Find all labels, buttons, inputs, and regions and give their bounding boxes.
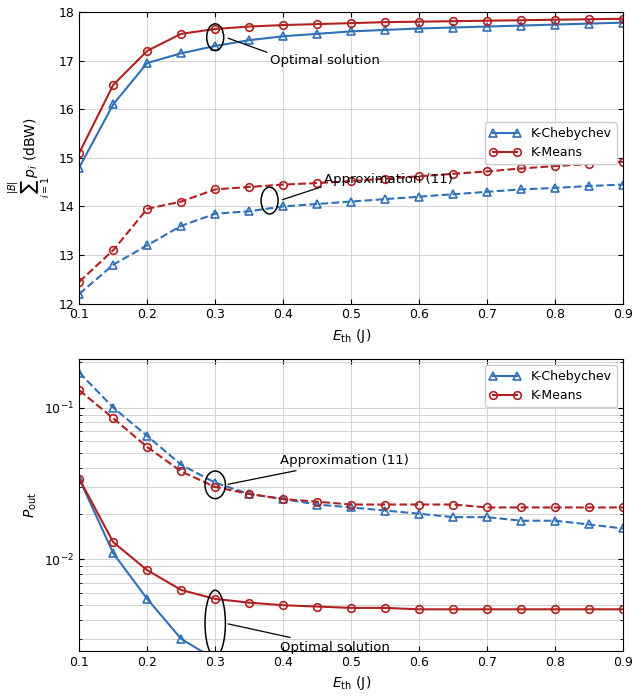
Text: Optimal solution: Optimal solution: [269, 55, 380, 67]
K-Chebychev: [76, 475, 83, 483]
K-Means: [381, 18, 389, 27]
K-Means: [586, 15, 593, 24]
K-Means: [143, 566, 151, 575]
K-Means: [551, 15, 559, 24]
K-Means: [449, 605, 457, 614]
K-Chebychev: [76, 164, 83, 172]
K-Means: [245, 22, 253, 31]
Line: K-Chebychev: K-Chebychev: [76, 19, 627, 171]
K-Chebychev: [314, 690, 321, 698]
K-Means: [177, 586, 185, 594]
X-axis label: $E_{\mathrm{th}}$ (J): $E_{\mathrm{th}}$ (J): [332, 327, 371, 345]
K-Means: [109, 538, 117, 547]
K-Chebychev: [177, 49, 185, 57]
K-Chebychev: [483, 22, 491, 31]
K-Means: [279, 601, 287, 610]
K-Chebychev: [348, 27, 355, 36]
K-Means: [483, 605, 491, 614]
Line: K-Chebychev: K-Chebychev: [76, 475, 627, 699]
K-Chebychev: [620, 18, 627, 27]
K-Means: [348, 604, 355, 612]
K-Chebychev: [211, 655, 219, 663]
K-Means: [109, 80, 117, 89]
K-Means: [76, 149, 83, 157]
K-Chebychev: [314, 29, 321, 38]
K-Chebychev: [415, 24, 423, 33]
K-Chebychev: [143, 59, 151, 67]
K-Chebychev: [211, 42, 219, 50]
Line: K-Means: K-Means: [76, 15, 627, 157]
K-Means: [143, 47, 151, 55]
K-Chebychev: [245, 668, 253, 677]
Legend: K-Chebychev, K-Means: K-Chebychev, K-Means: [484, 122, 617, 164]
K-Chebychev: [279, 680, 287, 689]
K-Means: [415, 605, 423, 614]
K-Chebychev: [381, 26, 389, 34]
Text: Approximation (11): Approximation (11): [324, 173, 453, 185]
K-Means: [381, 604, 389, 612]
K-Means: [586, 605, 593, 614]
Line: K-Means: K-Means: [76, 475, 627, 613]
K-Means: [314, 603, 321, 611]
K-Means: [620, 15, 627, 23]
Legend: K-Chebychev, K-Means: K-Chebychev, K-Means: [484, 365, 617, 408]
K-Means: [483, 17, 491, 25]
Text: Optimal solution: Optimal solution: [228, 624, 390, 654]
K-Means: [245, 598, 253, 607]
K-Chebychev: [177, 635, 185, 643]
K-Means: [314, 20, 321, 28]
K-Means: [177, 29, 185, 38]
K-Means: [76, 475, 83, 483]
K-Means: [517, 16, 525, 24]
K-Chebychev: [143, 595, 151, 603]
K-Chebychev: [279, 32, 287, 41]
K-Means: [279, 21, 287, 29]
K-Chebychev: [517, 22, 525, 30]
Y-axis label: $P_{\mathrm{out}}$: $P_{\mathrm{out}}$: [22, 492, 39, 518]
K-Means: [620, 605, 627, 614]
K-Means: [449, 17, 457, 25]
K-Chebychev: [586, 20, 593, 28]
K-Chebychev: [245, 36, 253, 44]
K-Means: [551, 605, 559, 614]
K-Chebychev: [551, 20, 559, 29]
K-Chebychev: [109, 549, 117, 557]
K-Chebychev: [449, 23, 457, 31]
Y-axis label: $\sum_{i=1}^{|B|} p_i$ (dBW): $\sum_{i=1}^{|B|} p_i$ (dBW): [7, 117, 53, 199]
K-Means: [348, 19, 355, 27]
K-Means: [211, 595, 219, 603]
K-Chebychev: [109, 100, 117, 108]
Text: Approximation (11): Approximation (11): [228, 454, 410, 484]
K-Means: [415, 17, 423, 26]
K-Means: [517, 605, 525, 614]
X-axis label: $E_{\mathrm{th}}$ (J): $E_{\mathrm{th}}$ (J): [332, 674, 371, 692]
K-Means: [211, 24, 219, 33]
